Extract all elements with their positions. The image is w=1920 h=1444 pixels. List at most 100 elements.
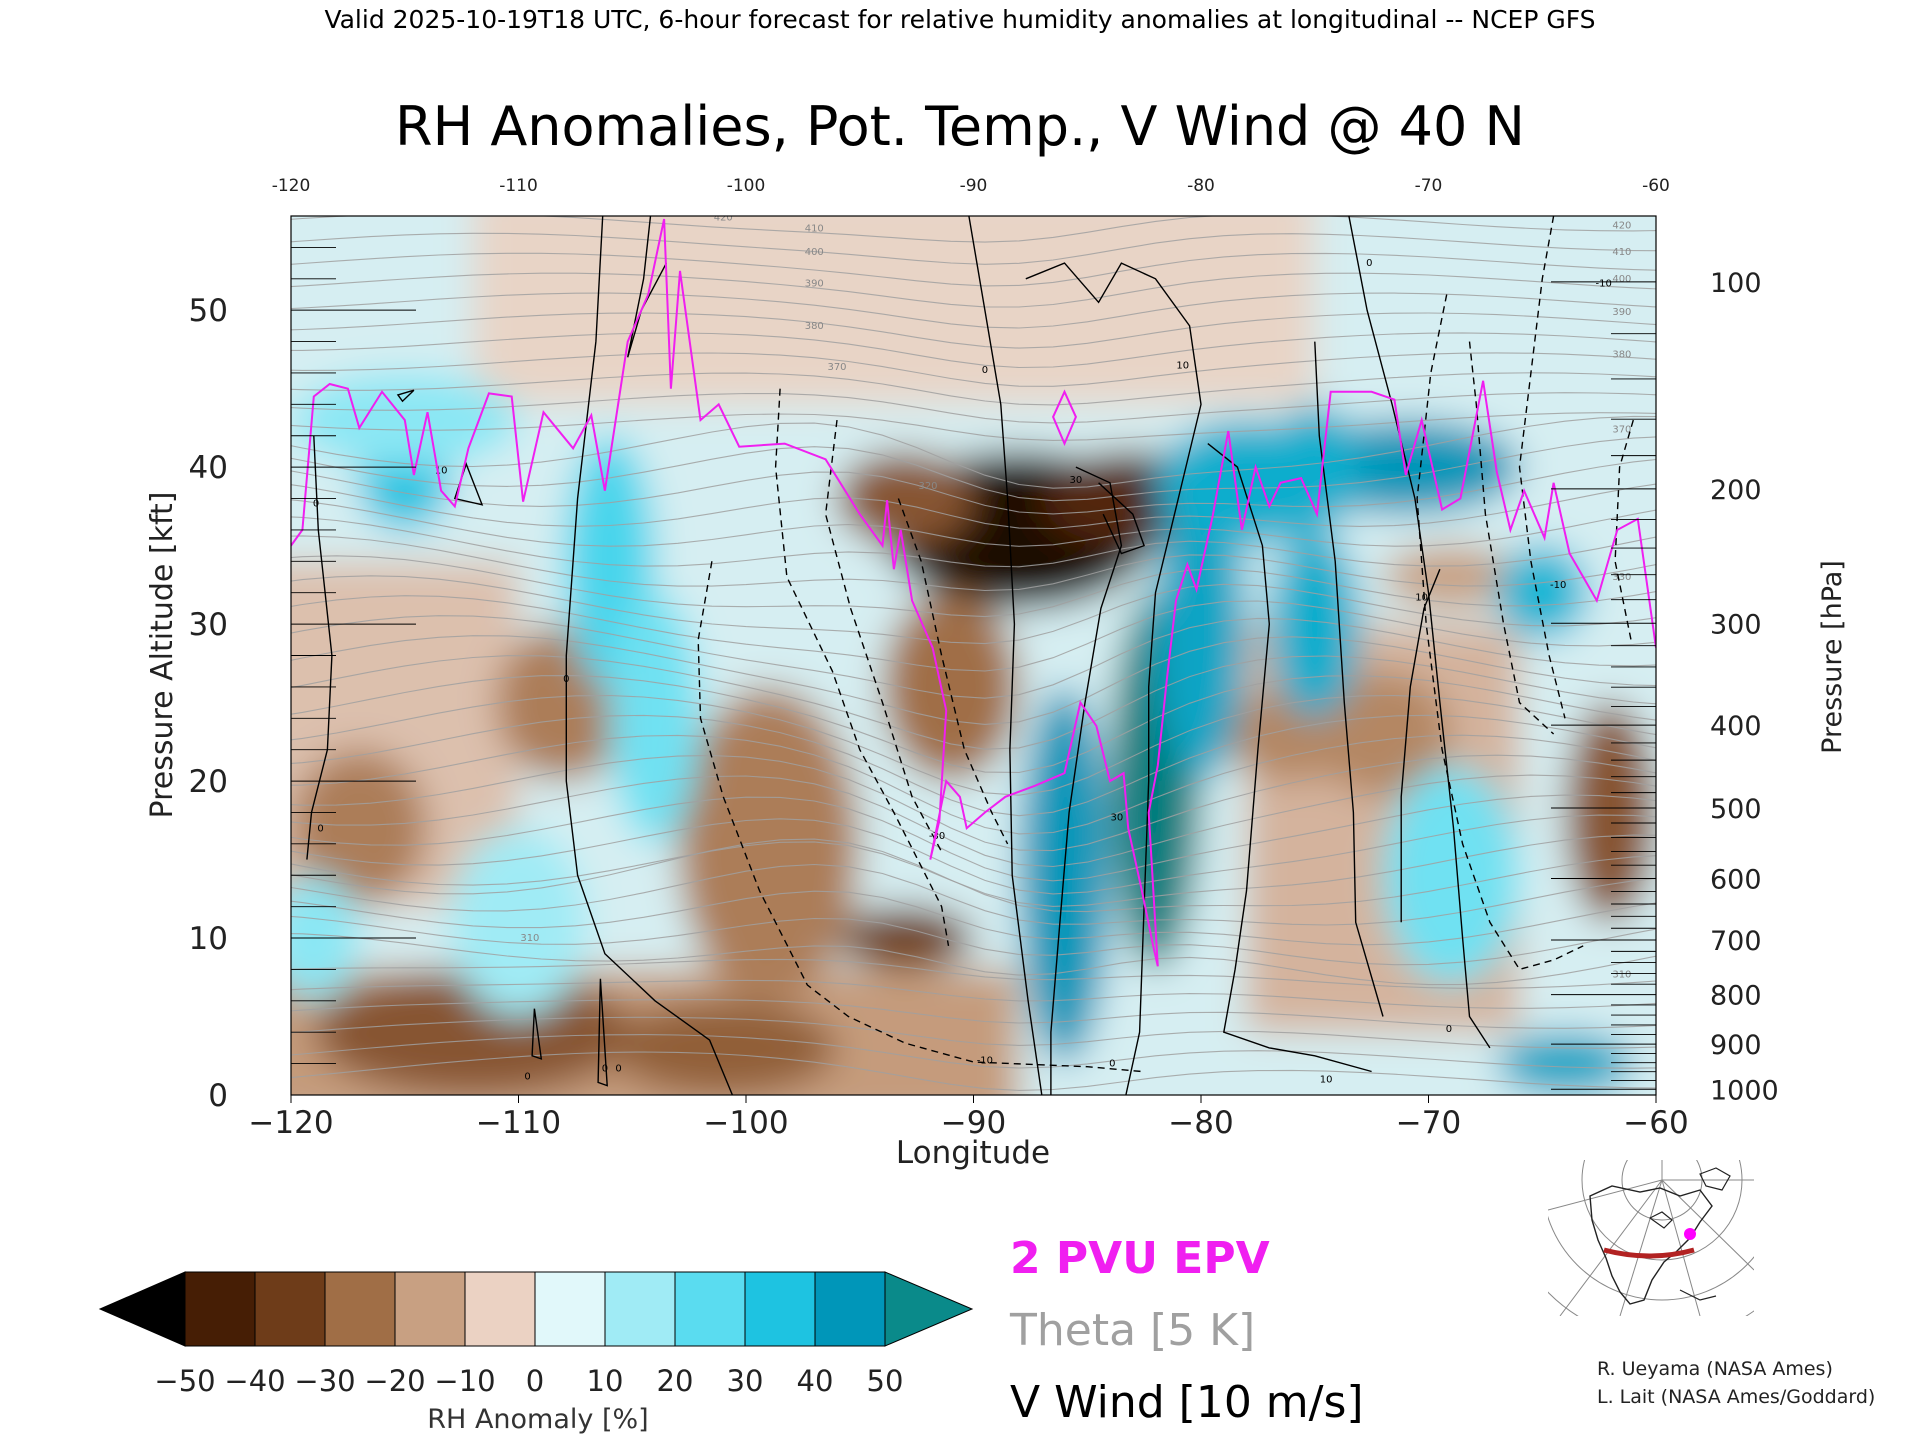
axes: −120-120−110-110−100-100−90-90−80-80−70-… bbox=[189, 176, 1779, 1141]
rh-anomaly-blob bbox=[1155, 467, 1247, 782]
v-wind-contour bbox=[1050, 466, 1123, 1095]
theta-label: 400 bbox=[805, 247, 824, 258]
v-wind-contour bbox=[1314, 341, 1384, 1017]
legend-theta: Theta [5 K] bbox=[1009, 1305, 1255, 1356]
x-tick-label: −110 bbox=[476, 1105, 561, 1141]
v-wind-loop bbox=[531, 1008, 543, 1060]
colorbar-tick-label: 50 bbox=[867, 1364, 904, 1398]
rh-anomaly-blob bbox=[609, 1000, 837, 1095]
theta-contour bbox=[291, 933, 1656, 986]
theta-label: 400 bbox=[1612, 274, 1631, 285]
x-tick-label: −80 bbox=[1168, 1105, 1233, 1141]
theta-contour bbox=[291, 499, 1656, 547]
theta-contour bbox=[291, 834, 1656, 907]
colorbar-title: RH Anomaly [%] bbox=[427, 1404, 648, 1435]
v-wind-contour bbox=[1025, 262, 1202, 1095]
v-wind-label: 30 bbox=[1070, 475, 1083, 486]
colorbar-segment bbox=[744, 1271, 816, 1347]
v-wind-contour bbox=[1614, 419, 1634, 640]
rh-anomaly-blob bbox=[1496, 545, 1588, 640]
v-wind-label: 10 bbox=[435, 465, 448, 476]
v-wind-label: 10 bbox=[1176, 360, 1189, 371]
v-wind-contour bbox=[1518, 216, 1566, 719]
epv-2pvu-line bbox=[291, 218, 1656, 967]
theta-contour bbox=[291, 555, 1656, 618]
credit-line-2: L. Lait (NASA Ames/Goddard) bbox=[1597, 1386, 1875, 1408]
chart-title: RH Anomalies, Pot. Temp., V Wind @ 40 N bbox=[395, 95, 1525, 158]
theta-contour bbox=[291, 458, 1656, 515]
colorbar-segment bbox=[184, 1271, 256, 1347]
x-tick-label: −100 bbox=[703, 1105, 788, 1141]
rh-anomaly-blob bbox=[450, 828, 587, 1017]
theta-contour bbox=[291, 979, 1656, 1009]
theta-contour bbox=[291, 312, 1656, 349]
top-x-tick-label: -120 bbox=[272, 176, 311, 196]
theta-contour bbox=[291, 714, 1656, 817]
v-wind-loop bbox=[396, 389, 415, 403]
theta-label: 390 bbox=[1612, 307, 1631, 318]
top-x-tick-label: -110 bbox=[499, 176, 538, 196]
theta-contour bbox=[291, 734, 1656, 835]
colorbar-tick-label: 30 bbox=[727, 1364, 764, 1398]
theta-contour bbox=[291, 814, 1656, 895]
theta-contour bbox=[291, 655, 1656, 750]
theta-label: 330 bbox=[1612, 572, 1631, 583]
v-wind-label: 10 bbox=[1320, 1074, 1333, 1085]
v-wind-contour bbox=[565, 216, 734, 1095]
colorbar-tick-label: 20 bbox=[657, 1364, 694, 1398]
colorbar-tick-label: −40 bbox=[224, 1364, 285, 1398]
theta-contour bbox=[291, 372, 1656, 406]
pressure-tick-label: 1000 bbox=[1710, 1075, 1779, 1106]
theta-contour bbox=[291, 516, 1656, 568]
theta-label: 420 bbox=[1612, 221, 1631, 232]
top-x-tick-label: -70 bbox=[1415, 176, 1443, 196]
v-wind-label: 0 bbox=[615, 1063, 621, 1074]
top-x-tick-label: -60 bbox=[1642, 176, 1670, 196]
colorbar-segment bbox=[394, 1271, 466, 1347]
v-wind-contour bbox=[697, 561, 1142, 1073]
rh-anomaly-blob bbox=[1383, 545, 1520, 609]
v-wind-contour bbox=[1400, 568, 1441, 923]
v-wind-contour bbox=[968, 216, 1043, 1095]
v-wind-label: 0 bbox=[563, 674, 569, 685]
pressure-tick-label: 200 bbox=[1710, 475, 1762, 506]
theta-contour bbox=[291, 958, 1656, 989]
v-wind-label: -30 bbox=[929, 831, 945, 842]
colorbar-segment bbox=[604, 1271, 676, 1347]
rh-anomaly-blob bbox=[291, 749, 428, 907]
theta-contour bbox=[291, 794, 1656, 882]
v-wind-contour bbox=[1416, 294, 1584, 971]
v-wind-label: 0 bbox=[602, 1063, 608, 1074]
v-wind-contour bbox=[774, 388, 950, 947]
v-wind-contour bbox=[306, 435, 333, 860]
v-wind-label: -10 bbox=[977, 1056, 993, 1067]
colorbar-tick-label: 40 bbox=[797, 1364, 834, 1398]
theta-contour bbox=[291, 252, 1656, 287]
v-wind-contour bbox=[824, 420, 943, 853]
y-tick-label: 20 bbox=[189, 764, 228, 800]
pressure-tick-label: 100 bbox=[1710, 268, 1762, 299]
theta-contour bbox=[291, 675, 1656, 774]
rh-anomaly-blob bbox=[1269, 529, 1361, 719]
rh-anomaly-field bbox=[291, 216, 1656, 1095]
theta-contour bbox=[291, 1051, 1656, 1091]
x-tick-label: −120 bbox=[248, 1105, 333, 1141]
v-wind-contour bbox=[1207, 443, 1372, 1073]
theta-contour bbox=[291, 272, 1656, 308]
theta-label: 320 bbox=[918, 481, 937, 492]
colorbar-segment bbox=[324, 1271, 396, 1347]
x-tick-label: −70 bbox=[1396, 1105, 1461, 1141]
legend-epv: 2 PVU EPV bbox=[1010, 1233, 1270, 1284]
colorbar-segment bbox=[814, 1271, 886, 1347]
pressure-tick-label: 700 bbox=[1710, 926, 1762, 957]
colorbar: −50 −40 −30 −20 −10 0 10 20 30 40 50 bbox=[98, 1271, 974, 1398]
rh-anomaly-blob bbox=[1565, 702, 1656, 923]
theta-contour bbox=[291, 863, 1656, 926]
top-x-tick-label: -100 bbox=[727, 176, 766, 196]
pressure-tick-label: 600 bbox=[1710, 864, 1762, 895]
pressure-tick-label: 900 bbox=[1710, 1030, 1762, 1061]
x-axis-label: Longitude bbox=[896, 1135, 1050, 1171]
rh-band-upper bbox=[473, 216, 1315, 405]
